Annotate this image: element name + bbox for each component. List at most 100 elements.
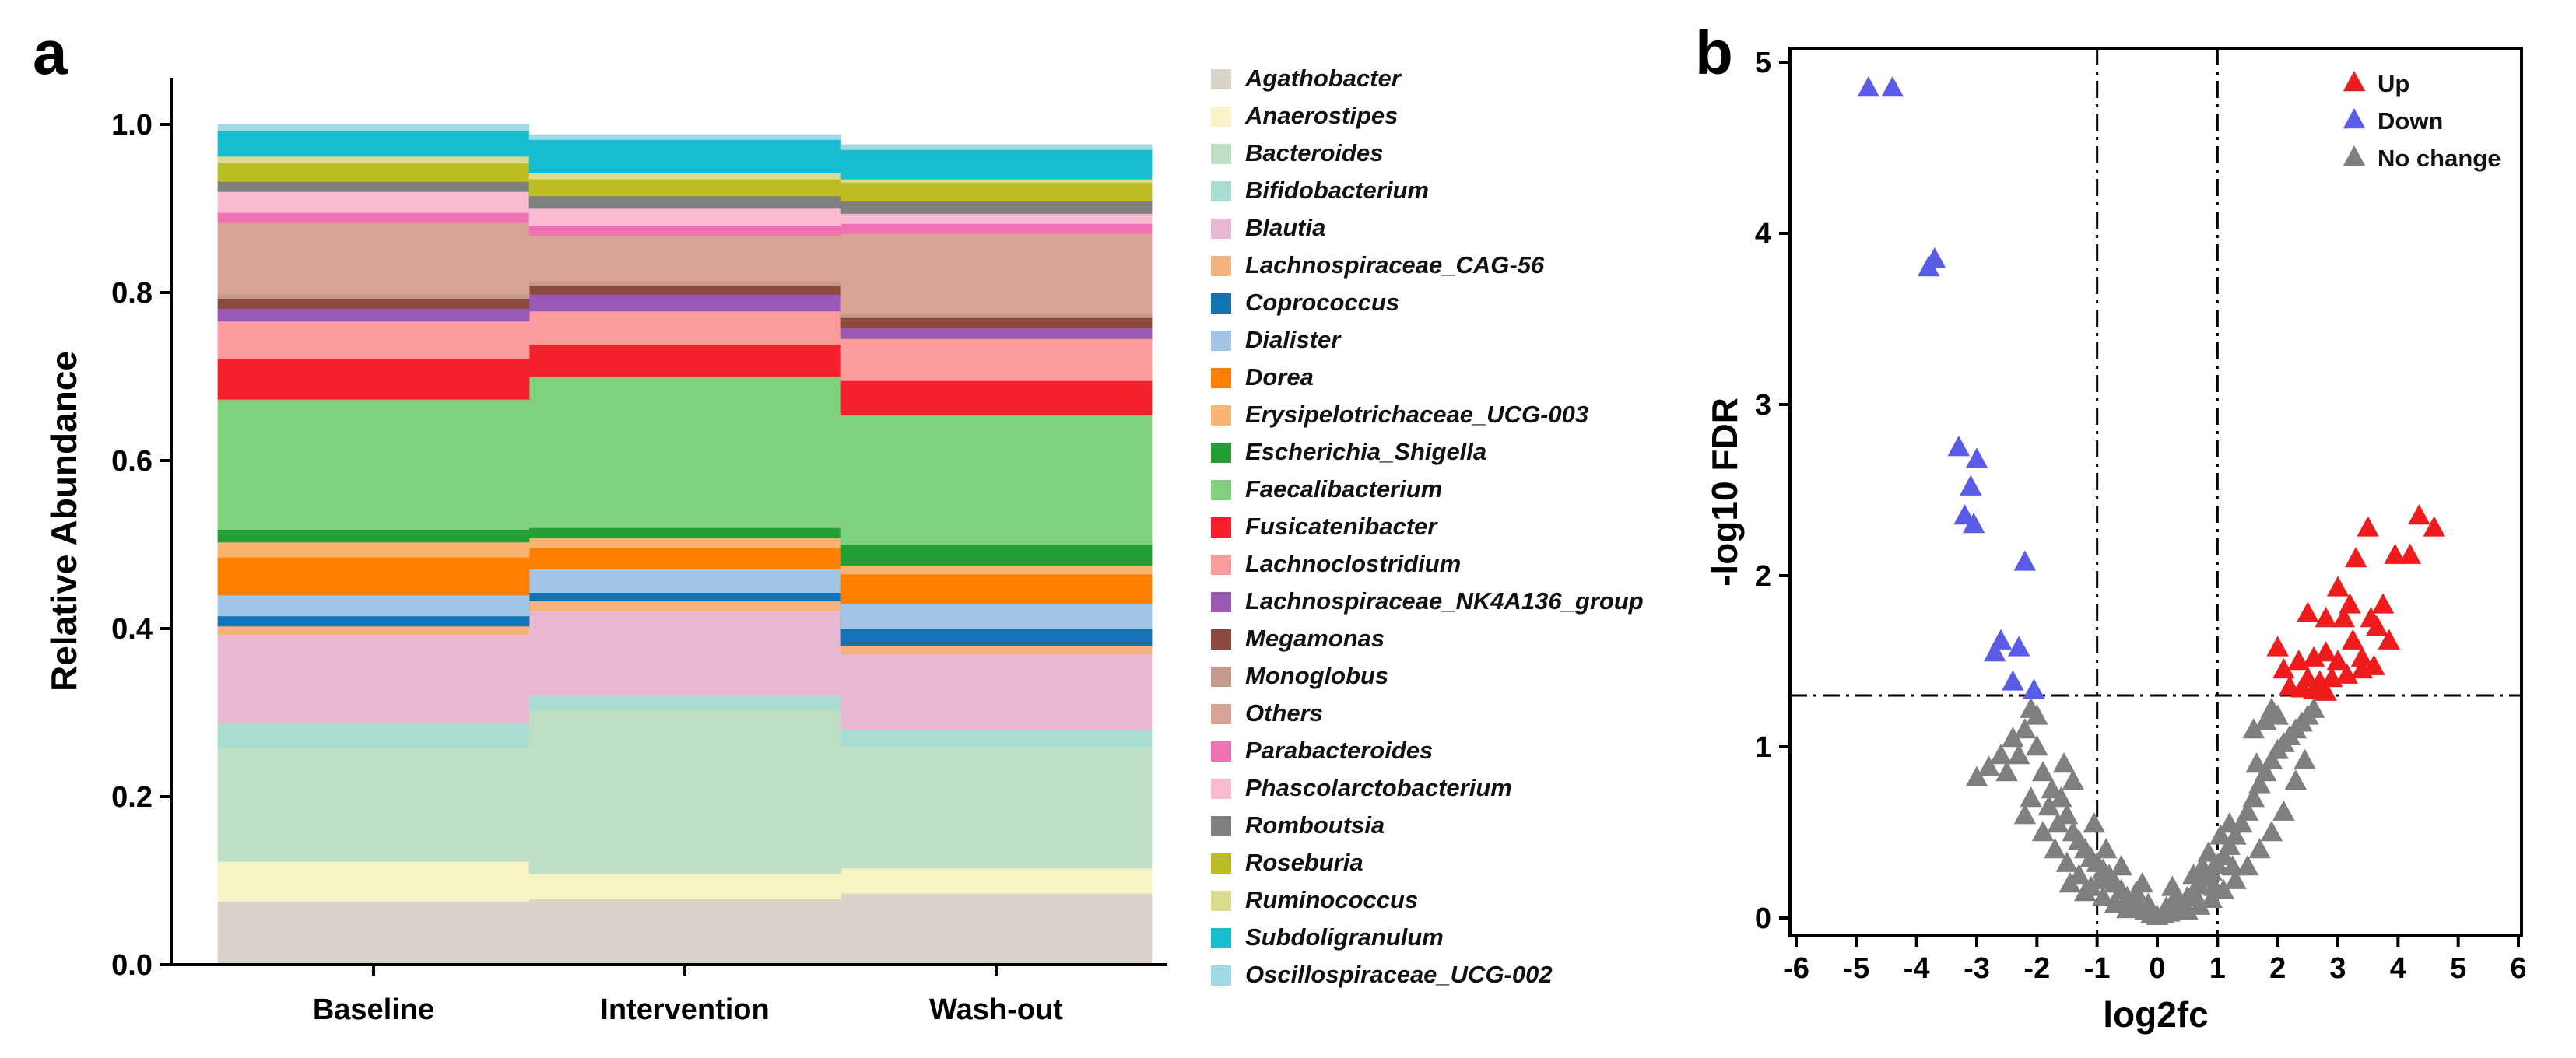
area-oscillospiraceae-ucg-002 [217,124,1153,150]
x-category-label: Intervention [600,993,769,1026]
legend-swatch [1211,293,1231,314]
point-no-change [2254,709,2277,730]
point-no-change [2245,752,2268,773]
x-tick-label: -6 [1783,952,1809,985]
legend-swatch [1211,443,1231,463]
point-up [2272,658,2295,679]
point-no-change [2200,887,2223,909]
point-no-change [2182,864,2205,885]
legend-label: Agathobacter [1244,65,1402,92]
point-no-change [2272,800,2295,821]
legend-label: Bacteroides [1245,139,1383,166]
point-up [2342,629,2364,650]
point-no-change [2209,824,2232,845]
point-no-change [2224,868,2247,889]
point-no-change [2242,786,2265,808]
legend-a: Agathobacter Anaerostipes Bacteroides Bifid… [1211,65,1644,988]
panel-a-stacked-area-chart: a 0.0 0.2 0.4 0.6 0.8 1.0 Baseline Intervention… [33,18,1644,1026]
x-axis-title: log2fc [2103,994,2208,1035]
point-no-change [2221,855,2244,876]
point-no-change [1965,765,1988,786]
point-up [2371,593,2395,614]
legend-swatch [1211,928,1231,948]
point-no-change [2104,892,2127,913]
legend-swatch [1211,965,1231,986]
plot-frame [1788,47,2523,937]
point-up [2408,504,2430,525]
y-tick-label: 0.8 [111,277,153,310]
point-up [2423,516,2445,537]
legend-swatch [1211,853,1231,874]
point-no-change [2062,769,2084,790]
point-no-change [2236,855,2259,876]
legend-label: Romboutsia [1245,811,1385,839]
legend-b: Up Down No change [2343,70,2501,172]
point-down [2013,550,2037,571]
point-no-change [2164,885,2187,906]
point-no-change [2176,899,2199,920]
x-tick-label: -5 [1843,952,1869,985]
legend-swatch [1211,779,1231,799]
point-down [1857,76,1880,97]
y-tick-label: 0.0 [111,949,153,982]
legend-label: Erysipelotrichaceae_UCG-003 [1245,401,1588,428]
legend-label: Megamonas [1245,625,1385,652]
legend-label: Lachnoclostridium [1245,550,1461,577]
legend-marker-no-change [2343,145,2366,166]
legend-swatch [1211,667,1231,687]
legend-label: Monoglobus [1245,662,1388,689]
point-down [2007,636,2030,657]
point-no-change [1995,761,2018,782]
point-no-change [2218,834,2241,855]
legend-swatch [1211,107,1231,127]
point-up [2315,607,2337,628]
legend-label: Subdoligranulum [1245,923,1444,951]
legend-label: Lachnospiraceae_NK4A136_group [1245,587,1644,615]
y-tick-label: 4 [1755,218,1771,250]
point-no-change [2131,872,2153,893]
y-axis-title: Relative Abundance [44,351,84,692]
point-up [2315,680,2337,701]
point-no-change [2161,875,2184,896]
point-down [1965,447,1988,468]
legend-label: Others [1245,699,1323,727]
point-no-change [2031,821,2055,842]
point-no-change [2044,838,2066,859]
point-no-change [2218,812,2241,833]
legend-label: Phascolarctobacterium [1245,774,1512,801]
axes-b: -6 -5 -4 -3 -2 -1 0 1 2 3 4 5 6 0 1 2 3 4 5 log2fc -log10 FD… [1704,47,2527,1035]
point-no-change [2058,872,2082,893]
point-no-change [2089,868,2111,889]
point-no-change [2293,748,2316,769]
point-no-change [2110,855,2132,876]
point-up [2302,646,2325,667]
point-no-change [2242,718,2265,739]
point-up [2266,636,2289,657]
legend-label: Blautia [1245,214,1325,241]
x-tick-label: -2 [2023,952,2050,985]
panel-label-b: b [1695,18,1733,87]
point-no-change [2083,812,2106,833]
point-no-change [2260,821,2283,842]
point-no-change [2260,748,2283,769]
legend-swatch [1211,517,1231,538]
legend-swatch [1211,368,1231,388]
point-up [2399,543,2422,564]
legend-label: Down [2378,107,2443,135]
point-down [1947,436,1971,457]
point-no-change [2224,824,2247,845]
x-tick-label: 0 [2149,952,2165,985]
legend-label: Dialister [1245,326,1342,353]
legend-swatch [1211,592,1231,612]
legend-label: Escherichia_Shigella [1245,438,1486,465]
legend-swatch [1211,331,1231,351]
point-down [1881,76,1904,97]
point-up [2326,650,2350,671]
y-tick-label: 0 [1755,902,1771,935]
point-up [2363,654,2385,675]
point-no-change [2073,881,2097,902]
legend-marker-up [2343,71,2366,92]
legend-label: Coprococcus [1245,289,1399,316]
legend-label: Up [2378,70,2409,97]
point-no-change [2236,800,2259,821]
